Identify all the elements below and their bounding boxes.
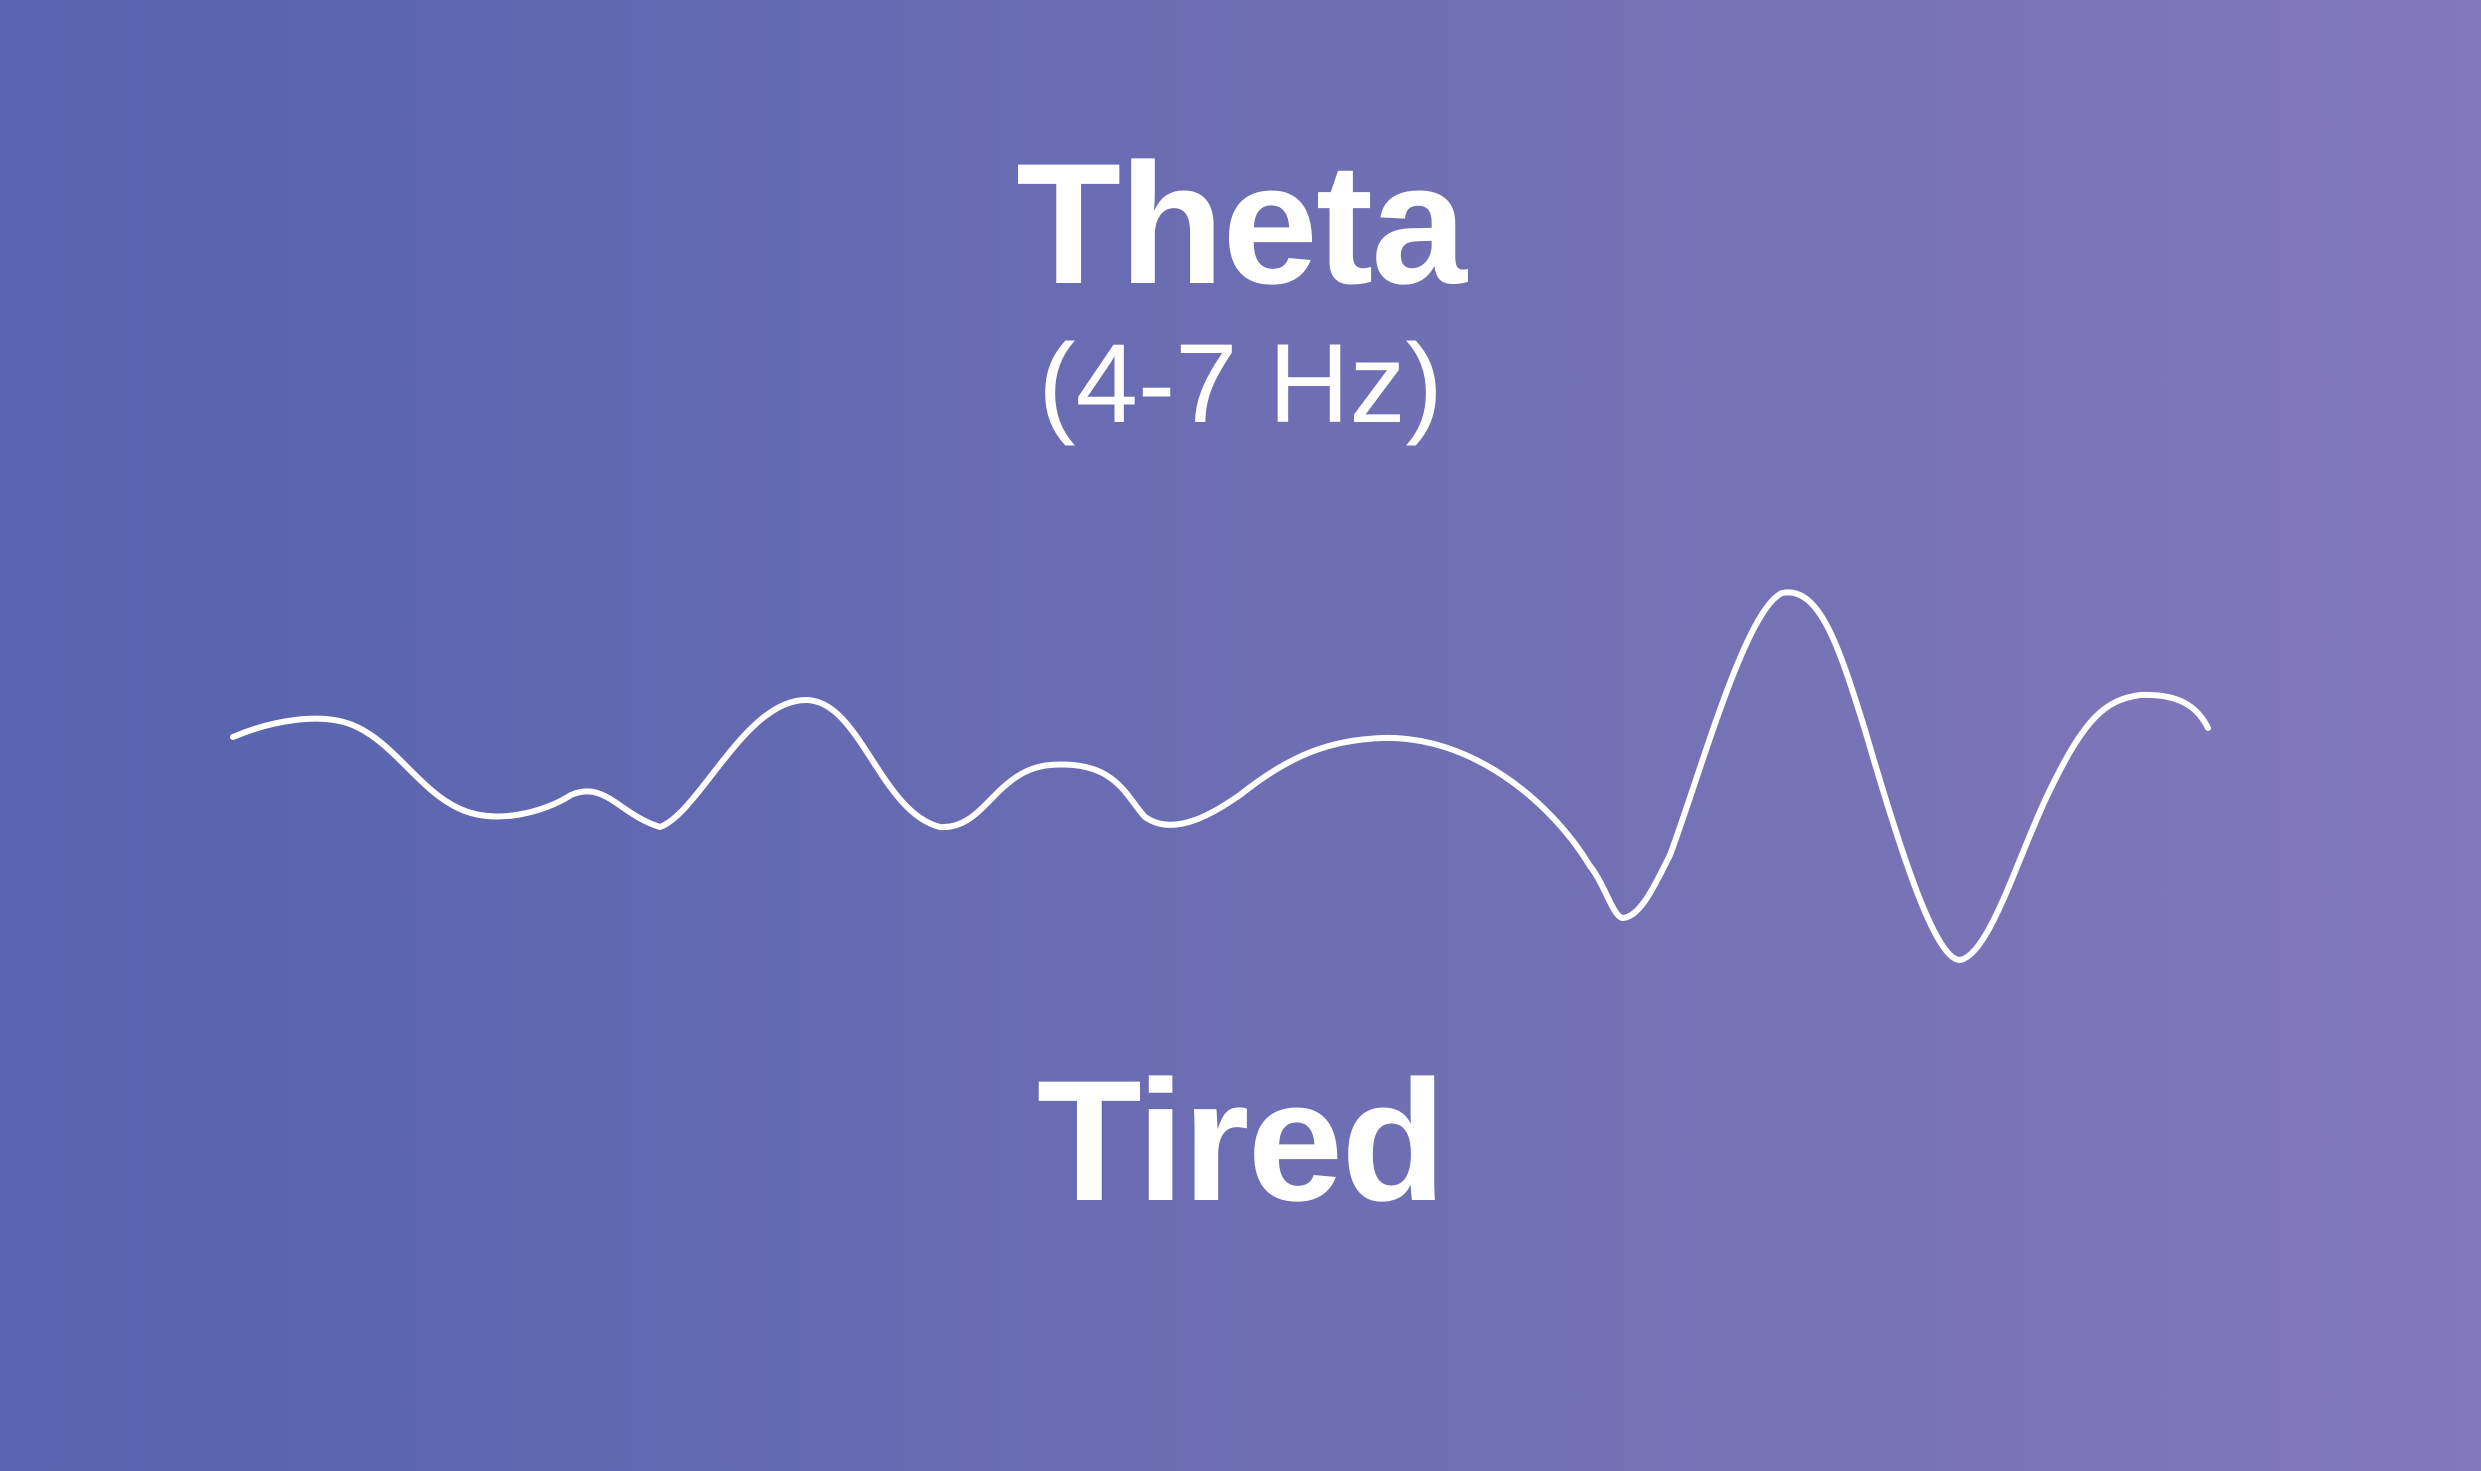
waveform-line: [230, 589, 2211, 963]
frequency-range-label: (4-7 Hz): [1038, 321, 1443, 446]
wave-name-title: Theta: [1016, 128, 1467, 320]
mental-state-label: Tired: [1036, 1045, 1446, 1237]
